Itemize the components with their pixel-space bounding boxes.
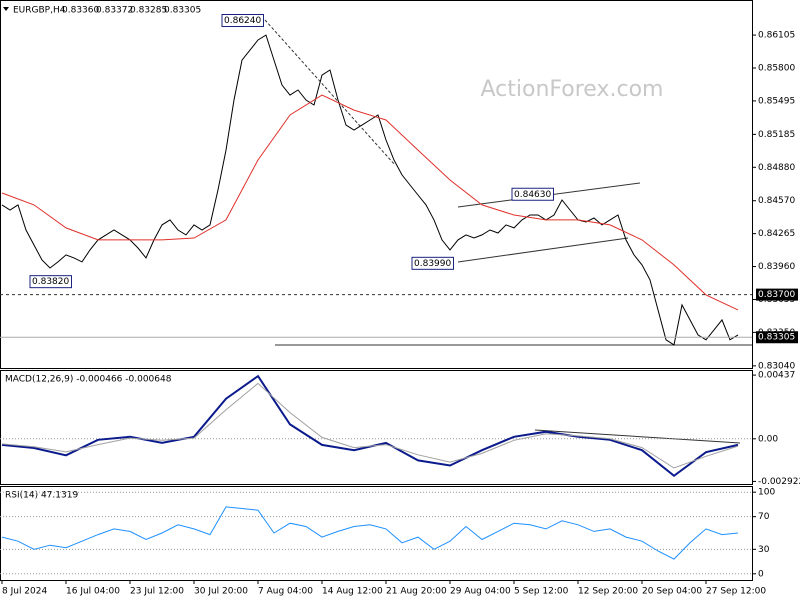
x-tick-label: 23 Jul 12:00 <box>130 587 184 597</box>
price-annotation: 0.84630 <box>514 190 551 200</box>
x-tick-label: 16 Jul 04:00 <box>66 587 120 597</box>
y-tick-label: 100 <box>758 488 775 498</box>
price-annotation-box <box>411 256 454 270</box>
level-box <box>756 288 798 301</box>
series-line <box>1 382 739 469</box>
panel-frame <box>0 0 753 369</box>
x-tick-label: 29 Aug 04:00 <box>450 587 511 597</box>
price-annotation-box <box>511 187 554 201</box>
panel-frame <box>0 486 753 581</box>
price-annotation: 0.83820 <box>32 277 69 287</box>
series-line <box>1 94 739 311</box>
price-annotation-box <box>29 275 72 289</box>
series-line <box>1 506 739 560</box>
y-tick-label: 0.83960 <box>758 262 795 272</box>
watermark: ActionForex.com <box>481 77 664 102</box>
panel-frame <box>0 370 753 485</box>
series-line <box>1 34 739 346</box>
indicator-title: MACD(12,26,9) -0.000466 -0.000648 <box>5 375 172 385</box>
x-tick-label: 8 Jul 2024 <box>2 587 47 597</box>
price-annotation-box <box>221 14 264 28</box>
x-tick-label: 27 Sep 12:00 <box>706 587 766 597</box>
trend-line <box>264 19 396 166</box>
x-tick-label: 20 Sep 04:00 <box>642 587 702 597</box>
x-tick-label: 14 Aug 12:00 <box>322 587 383 597</box>
symbol: EURGBP,H4 <box>13 6 66 16</box>
channel-line <box>457 237 629 263</box>
level-label: 0.83700 <box>758 290 795 300</box>
y-tick-label: 0.85495 <box>758 96 795 106</box>
x-tick-label: 21 Aug 20:00 <box>386 587 447 597</box>
x-tick-label: 12 Sep 20:00 <box>578 587 638 597</box>
x-tick-label: 5 Sep 12:00 <box>514 587 569 597</box>
y-tick-label: 0.00 <box>758 434 778 444</box>
menu-icon <box>3 7 9 11</box>
y-tick-label: 0.83040 <box>758 361 795 371</box>
ohlc-open: 0.83360 <box>62 6 99 16</box>
y-tick-label: -0.002922 <box>758 477 800 487</box>
y-tick-label: 0.84265 <box>758 229 795 239</box>
price-annotation: 0.83990 <box>414 259 451 269</box>
x-tick-label: 7 Aug 04:00 <box>258 587 313 597</box>
indicator-title: RSI(14) 47.1319 <box>5 491 78 501</box>
y-tick-label: 0 <box>758 569 764 579</box>
ohlc-high: 0.83372 <box>96 6 133 16</box>
y-tick-label: 0.86105 <box>758 31 795 41</box>
y-tick-label: 0.85185 <box>758 130 795 140</box>
ohlc-close: 0.83305 <box>164 6 201 16</box>
price-annotation: 0.86240 <box>224 16 261 26</box>
macd-trend-line <box>534 429 741 444</box>
y-tick-label: 0.84570 <box>758 196 795 206</box>
y-tick-label: 30 <box>758 545 770 555</box>
y-tick-label: 70 <box>758 512 770 522</box>
x-tick-label: 30 Jul 20:00 <box>194 587 248 597</box>
y-tick-label: 0.85800 <box>758 63 795 73</box>
last-price-box <box>756 331 798 344</box>
last-price-label: 0.83305 <box>758 333 795 343</box>
y-tick-label: 0.84880 <box>758 163 795 173</box>
y-tick-label: 0.00437 <box>758 371 795 381</box>
ohlc-low: 0.83285 <box>130 6 167 16</box>
